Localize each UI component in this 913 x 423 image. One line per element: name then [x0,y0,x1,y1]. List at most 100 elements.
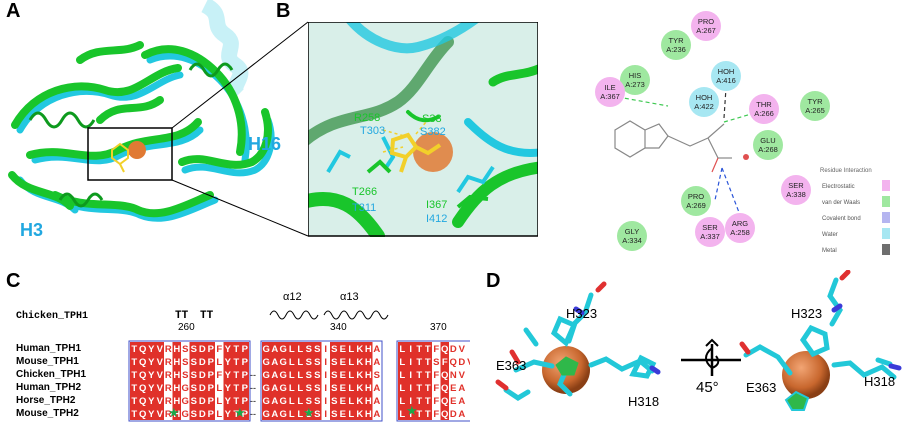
svg-text:PRO: PRO [688,192,704,201]
d-left-e363: E363 [496,358,526,373]
svg-text:Y: Y [225,396,232,407]
svg-text:HIS: HIS [629,71,642,80]
svg-text:P: P [242,383,249,394]
svg-text:A: A [271,344,278,355]
species-names: Human_TPH1 Mouse_TPH1 Chicken_TPH1 Human_TP… [16,343,86,419]
svg-text:★: ★ [406,403,418,418]
svg-text:A: A [271,396,278,407]
species-name: Human_TPH1 [16,343,81,354]
svg-text:Q: Q [441,383,448,394]
svg-text:A:267: A:267 [696,26,716,35]
svg-text:D: D [199,396,206,407]
svg-text:I: I [409,370,412,381]
svg-text:L: L [348,357,354,368]
svg-text:L: L [348,370,354,381]
svg-text:Y: Y [225,383,232,394]
svg-text:I: I [324,344,327,355]
panel-a-structure: H16 H3 [8,0,309,240]
svg-text:T: T [233,370,239,381]
svg-text:S: S [314,344,320,355]
conservation-stars: ★ ★ ★ ★ [168,403,418,420]
svg-text:Y: Y [148,383,155,394]
svg-text:R: R [165,344,172,355]
svg-text:T: T [416,409,422,420]
svg-text:L: L [216,357,222,368]
interaction-legend: Residue Interaction Electrostatic van der… [820,168,890,255]
svg-text:P: P [242,344,249,355]
svg-text:S: S [331,357,337,368]
oxygen-atom [743,154,749,160]
svg-text:L: L [297,344,303,355]
residue-t266: T266 [352,186,377,198]
panel-d-iron-site: H323 E363 H318 45° H323 E363 H318 [495,270,902,411]
svg-text:HOH: HOH [718,67,735,76]
svg-text:L: L [289,383,295,394]
svg-text:ARG: ARG [732,219,748,228]
svg-text:R: R [165,357,172,368]
helix-coils [28,62,234,208]
svg-text:T: T [131,383,137,394]
svg-text:G: G [263,396,270,407]
svg-text:S: S [191,396,197,407]
svg-text:E: E [450,383,456,394]
svg-text:T: T [416,344,422,355]
svg-text:V: V [157,357,164,368]
svg-text:S: S [433,357,439,368]
legend-title: Residue Interaction [820,168,872,174]
svg-text:Metal: Metal [822,248,837,254]
svg-text:Y: Y [225,370,232,381]
zoom-box [87,127,173,181]
svg-text:A: A [271,409,278,420]
ss-alpha13: α13 [340,291,359,303]
svg-text:P: P [242,409,249,420]
tryptophan-ligand [614,120,732,173]
svg-text:★: ★ [303,405,315,420]
svg-text:K: K [356,357,363,368]
right-view: H323 E363 H318 [739,270,902,411]
svg-text:P: P [208,370,215,381]
svg-text:D: D [199,383,206,394]
interaction-diagram: PROA:267TYRA:236HISA:273ILEA:367HOHA:416… [595,11,890,255]
svg-text:F: F [433,344,439,355]
svg-text:S: S [314,409,320,420]
svg-text:T: T [131,357,137,368]
svg-text:R: R [165,383,172,394]
species-name: Mouse_TPH2 [16,408,79,419]
svg-text:I: I [409,344,412,355]
svg-text:Q: Q [450,357,457,368]
residue-s382: S382 [420,126,446,138]
svg-text:T: T [233,409,239,420]
svg-text:R: R [165,370,172,381]
svg-text:A: A [373,383,380,394]
svg-text:S: S [306,370,312,381]
svg-text:A:334: A:334 [622,236,642,245]
d-left-h318: H318 [628,394,659,409]
svg-text:★: ★ [234,405,246,420]
rotation-icon: 45° [681,338,741,396]
svg-text:L: L [399,370,405,381]
green-ribbons [8,41,272,218]
svg-text:T: T [233,383,239,394]
svg-text:H: H [173,357,180,368]
svg-text:A: A [373,409,380,420]
svg-text:V: V [157,344,164,355]
svg-text:Y: Y [148,370,155,381]
svg-text:E: E [340,409,346,420]
svg-text:L: L [399,344,405,355]
svg-text:F: F [433,396,439,407]
svg-text:R: R [165,396,172,407]
svg-text:A: A [458,409,465,420]
svg-text:Covalent bond: Covalent bond [822,216,861,222]
label-h16: H16 [248,134,281,154]
svg-text:H: H [365,370,372,381]
svg-text:G: G [263,409,270,420]
legend-item: van der Waals [822,196,890,207]
alignment-block3: LITTFQDVLITTSFQDVLITTFQNVLITTFQEALITTFQE… [396,340,470,422]
svg-text:R: R [165,409,172,420]
svg-text:F: F [442,357,448,368]
